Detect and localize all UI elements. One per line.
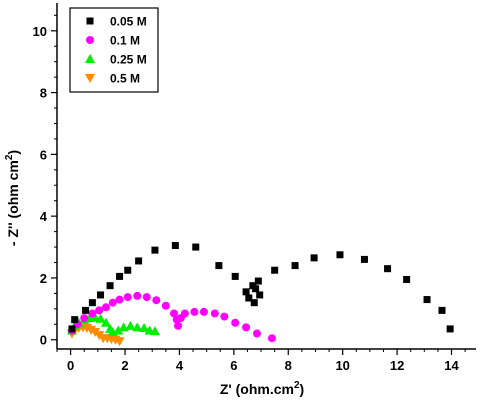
data-point (139, 322, 150, 332)
data-point (142, 293, 151, 302)
data-point (82, 306, 90, 314)
data-point (250, 299, 258, 307)
legend-marker (85, 54, 95, 63)
y-tick-label: 8 (40, 86, 47, 101)
data-point (192, 243, 200, 251)
data-point (113, 325, 124, 335)
data-point (254, 277, 262, 285)
data-point (114, 337, 125, 347)
data-point (423, 296, 431, 304)
data-point (245, 294, 253, 302)
y-tick-label: 0 (40, 333, 47, 348)
series-0-25-m (66, 312, 160, 337)
data-point (336, 251, 344, 259)
legend-label: 0.25 M (110, 53, 147, 67)
data-point (97, 291, 105, 299)
legend-label: 0.1 M (110, 34, 140, 48)
y-tick-label: 10 (33, 24, 47, 39)
data-point (95, 313, 106, 323)
data-point (267, 334, 276, 343)
data-point (215, 262, 223, 270)
data-point (199, 307, 208, 316)
data-point (152, 296, 161, 305)
data-point (132, 322, 143, 332)
data-point (438, 306, 446, 314)
data-point (88, 299, 96, 307)
data-point (174, 321, 183, 330)
legend-marker (86, 17, 94, 25)
data-point (446, 325, 454, 333)
data-point (100, 317, 111, 327)
data-point (108, 298, 117, 307)
data-point (180, 309, 189, 318)
x-tick-label: 2 (121, 358, 128, 373)
data-point (190, 307, 199, 316)
x-tick-label: 4 (176, 358, 184, 373)
data-point (133, 291, 142, 300)
data-point (256, 291, 264, 299)
x-tick-label: 8 (285, 358, 292, 373)
data-point (252, 285, 260, 293)
x-tick-label: 14 (444, 358, 459, 373)
x-axis-title: Z' (ohm.cm2) (220, 380, 304, 397)
x-tick-label: 6 (230, 358, 237, 373)
data-point (124, 266, 132, 274)
x-tick-label: 10 (335, 358, 349, 373)
legend-label: 0.5 M (110, 72, 140, 86)
data-point (171, 242, 179, 250)
data-point (242, 323, 251, 332)
legend-label: 0.05 M (110, 15, 147, 29)
data-point (95, 306, 104, 315)
legend-marker (85, 74, 95, 83)
data-point (71, 316, 79, 324)
x-tick-label: 12 (390, 358, 404, 373)
ticks-layer: 0 2 4 6 8 10 12 14 0 2 4 6 8 10 (33, 14, 466, 373)
series-0-5-m (66, 323, 125, 347)
data-point (88, 309, 97, 318)
axes-layer (56, 3, 476, 350)
data-point (123, 293, 132, 302)
y-tick-label: 4 (40, 209, 48, 224)
data-point (271, 266, 279, 274)
series-0-05-m (68, 242, 454, 333)
legend-marker (86, 36, 94, 44)
data-point (220, 312, 229, 321)
x-tick-label: 0 (67, 358, 74, 373)
data-point (210, 309, 219, 318)
data-point (169, 309, 178, 318)
data-point (151, 246, 159, 254)
data-point (149, 326, 160, 336)
y-axis-title: - Z'' (ohm cm2) (4, 150, 21, 246)
data-point (242, 288, 250, 296)
data-point (252, 329, 261, 338)
data-point (101, 303, 110, 312)
series-0-1-m (67, 291, 276, 343)
data-point (125, 320, 136, 330)
y-tick-label: 2 (40, 271, 47, 286)
data-point (384, 265, 392, 273)
data-point (161, 301, 170, 310)
data-point (291, 262, 299, 270)
data-point (360, 255, 368, 263)
data-point (231, 272, 239, 280)
marks-layer (66, 242, 454, 347)
data-point (115, 295, 124, 304)
legend: 0.05 M 0.1 M 0.25 M 0.5 M (69, 7, 159, 93)
data-point (310, 254, 318, 262)
legend-box (69, 7, 159, 93)
data-point (106, 282, 114, 290)
data-point (403, 275, 411, 283)
data-point (68, 325, 76, 333)
data-point (135, 257, 143, 265)
data-point (116, 272, 124, 280)
y-tick-label: 6 (40, 147, 47, 162)
data-point (80, 314, 89, 323)
data-point (231, 318, 240, 327)
